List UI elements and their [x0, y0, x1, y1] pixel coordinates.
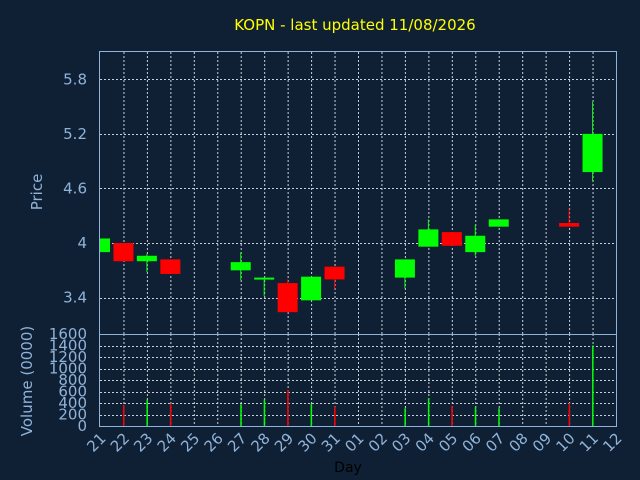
volume-tick-label: 800	[58, 371, 87, 389]
x-tick-label: 30	[294, 429, 320, 455]
volume-bar	[568, 403, 571, 426]
volume-bar	[592, 345, 594, 426]
volume-tick-label: 1600	[49, 325, 87, 343]
volume-bar	[498, 408, 500, 426]
candle-body	[160, 259, 181, 274]
x-tick-label: 24	[154, 429, 180, 455]
volume-bar	[310, 403, 313, 426]
volume-bar	[474, 407, 477, 426]
candle-body	[324, 266, 345, 280]
volume-bar	[146, 399, 148, 426]
x-tick-label: 12	[599, 429, 625, 455]
candle-body	[559, 223, 580, 227]
x-tick-label: 03	[388, 429, 414, 455]
x-tick-label: 01	[341, 429, 367, 455]
candle-body	[254, 277, 275, 280]
volume-tick-label: 1400	[49, 337, 87, 355]
price-axis-label: Price	[28, 174, 46, 211]
price-tick-label: 3.4	[63, 289, 87, 307]
x-tick-label: 05	[435, 429, 461, 455]
x-tick-label: 21	[83, 429, 109, 455]
x-tick-label: 23	[130, 429, 156, 455]
candles	[99, 102, 603, 313]
volume-tick-label: 0	[77, 417, 87, 435]
candle-body	[100, 238, 110, 253]
x-tick-label: 29	[271, 429, 297, 455]
x-tick-label: 28	[248, 429, 274, 455]
price-tick-label: 4	[77, 234, 87, 252]
volume-tick-label: 1200	[49, 348, 87, 366]
candle-body	[230, 262, 251, 271]
volume-bar	[334, 406, 336, 426]
candle-body	[301, 276, 322, 301]
volume-bar	[263, 399, 266, 426]
volume-tick-label: 1000	[49, 360, 87, 378]
x-tick-label: 10	[552, 429, 578, 455]
volume-tick-label: 600	[58, 383, 87, 401]
chart-title: KOPN - last updated 11/08/2026	[234, 16, 475, 34]
price-tick-label: 5.2	[63, 125, 87, 143]
x-tick-label: 31	[318, 429, 344, 455]
x-tick-label: 07	[482, 429, 508, 455]
candle-body	[465, 235, 486, 253]
x-tick-label: 22	[107, 429, 133, 455]
price-tick-label: 5.8	[63, 70, 87, 88]
candle-body	[277, 283, 298, 313]
x-tick-label: 08	[506, 429, 532, 455]
x-tick-label: 11	[576, 429, 602, 455]
candle-body	[136, 255, 157, 262]
candle-body	[394, 259, 415, 278]
volume-bar	[404, 408, 406, 426]
volume-tick-label: 200	[58, 406, 87, 424]
candle-body	[113, 243, 134, 262]
candle-body	[418, 229, 439, 247]
candle-body	[441, 232, 462, 246]
candle-body	[582, 133, 603, 173]
x-tick-label: 06	[459, 429, 485, 455]
volume-bar	[169, 403, 172, 426]
x-tick-label: 09	[529, 429, 555, 455]
volume-bars	[122, 345, 594, 426]
volume-bar	[240, 404, 242, 426]
volume-bar	[427, 398, 430, 426]
x-tick-label: 25	[177, 429, 203, 455]
x-tick-label: 27	[224, 429, 250, 455]
price-tick-labels: 3.4 4 4.6 5.2 5.8	[63, 70, 87, 306]
x-tick-label: 04	[412, 429, 438, 455]
volume-panel-frame	[99, 334, 617, 427]
volume-bar	[122, 404, 125, 426]
x-tick-labels: 2122232425262728293031010203040506070809…	[83, 429, 625, 455]
volume-bar	[451, 405, 453, 426]
price-tick-label: 4.6	[63, 179, 87, 197]
x-tick-label: 02	[365, 429, 391, 455]
x-axis-label: Day	[334, 460, 362, 476]
volume-bar	[287, 389, 289, 426]
x-tick-label: 26	[201, 429, 227, 455]
volume-axis-label: Volume (0000)	[18, 326, 36, 436]
candle-body	[488, 219, 509, 227]
volume-tick-label: 400	[58, 394, 87, 412]
grid-lines	[100, 52, 616, 426]
